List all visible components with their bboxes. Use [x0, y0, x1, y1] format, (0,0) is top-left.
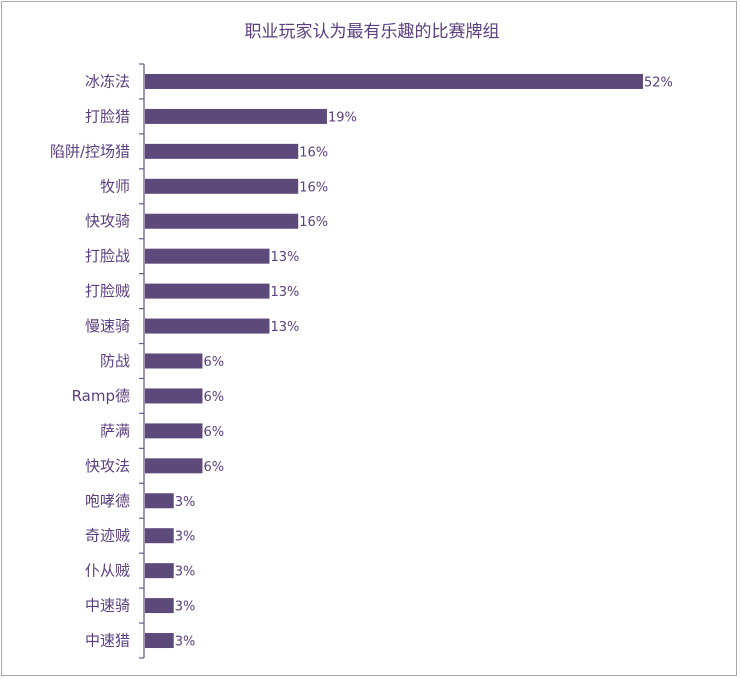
bar — [145, 598, 174, 614]
chart-title: 职业玩家认为最有乐趣的比赛牌组 — [245, 21, 500, 42]
category-label: 冰冻法 — [85, 72, 130, 90]
bar — [145, 143, 299, 159]
bar — [145, 458, 203, 474]
category-label: 牧师 — [100, 177, 130, 195]
bar — [145, 283, 270, 299]
bars — [145, 73, 643, 649]
bar — [145, 423, 203, 439]
value-label: 3% — [175, 495, 196, 510]
axis-ticks — [139, 63, 144, 659]
value-label: 6% — [203, 390, 224, 405]
bar — [145, 633, 174, 649]
category-label: 中速猎 — [85, 632, 130, 650]
value-label: 16% — [299, 145, 328, 160]
bar — [145, 213, 299, 229]
bar — [145, 388, 203, 404]
bar — [145, 528, 174, 544]
category-label: 陷阱/控场猎 — [50, 142, 130, 160]
category-label: 快攻法 — [85, 457, 130, 475]
value-label: 13% — [271, 285, 300, 300]
category-label: 萨满 — [100, 422, 130, 440]
category-label: 中速骑 — [85, 597, 130, 615]
category-label: 打脸战 — [85, 247, 130, 265]
bar — [145, 248, 270, 264]
value-label: 6% — [203, 425, 224, 440]
bar — [145, 493, 174, 509]
category-label: 打脸猎 — [85, 107, 130, 125]
value-label: 3% — [175, 600, 196, 615]
value-label: 13% — [271, 320, 300, 335]
category-label: 仆从贼 — [85, 562, 130, 580]
value-label: 16% — [299, 180, 328, 195]
value-label: 3% — [175, 635, 196, 650]
bar — [145, 353, 203, 369]
category-label: 咆哮德 — [85, 492, 130, 510]
value-labels: 52% 19% 16% 16% 16% 13% 13% 13% 6% 6% 6% 6% 3% 3% 3% 3%… — [175, 75, 673, 649]
bar — [145, 178, 299, 194]
bar — [145, 73, 643, 89]
value-label: 16% — [299, 215, 328, 230]
bar — [145, 108, 327, 124]
value-label: 52% — [644, 75, 673, 90]
value-label: 19% — [328, 110, 357, 125]
value-label: 3% — [175, 565, 196, 580]
value-label: 6% — [203, 355, 224, 370]
value-label: 3% — [175, 530, 196, 545]
bar — [145, 563, 174, 579]
value-label: 6% — [203, 460, 224, 475]
category-label: 奇迹贼 — [85, 527, 130, 545]
value-label: 13% — [271, 250, 300, 265]
category-label: 慢速骑 — [85, 317, 130, 335]
category-label: 防战 — [100, 352, 130, 370]
category-label: 快攻骑 — [85, 212, 130, 230]
category-label: Ramp德 — [72, 387, 130, 405]
bar — [145, 318, 270, 334]
category-label: 打脸贼 — [85, 282, 130, 300]
